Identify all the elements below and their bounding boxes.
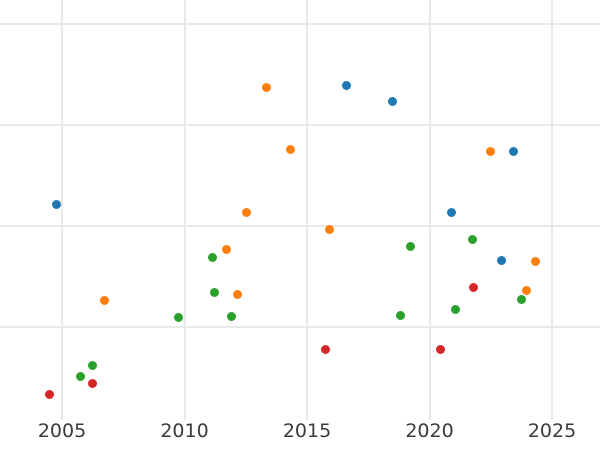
data-point-blue — [387, 96, 397, 106]
x-tick-label: 2005 — [37, 420, 87, 442]
data-point-red — [320, 344, 330, 354]
gridline-horizontal — [0, 124, 600, 126]
gridline-horizontal — [0, 326, 600, 328]
data-point-orange — [99, 295, 109, 305]
data-point-blue — [51, 199, 61, 209]
gridline-vertical — [306, 0, 308, 420]
data-point-orange — [232, 289, 242, 299]
data-point-green — [173, 312, 183, 322]
data-point-red — [87, 378, 97, 388]
data-point-green — [450, 304, 460, 314]
data-point-green — [467, 234, 477, 244]
data-point-blue — [341, 80, 351, 90]
gridline-horizontal — [0, 225, 600, 227]
data-point-red — [44, 389, 54, 399]
data-point-orange — [241, 207, 251, 217]
gridline-horizontal — [0, 23, 600, 25]
data-point-orange — [485, 146, 495, 156]
data-point-blue — [508, 146, 518, 156]
x-tick-label: 2025 — [527, 420, 577, 442]
data-point-red — [468, 282, 478, 292]
data-point-green — [87, 360, 97, 370]
gridline-vertical — [428, 0, 431, 420]
data-point-orange — [530, 256, 540, 266]
data-point-green — [405, 241, 415, 251]
data-point-green — [207, 252, 217, 262]
data-point-orange — [285, 144, 295, 154]
data-point-green — [75, 371, 85, 381]
data-point-blue — [496, 255, 506, 265]
x-tick-label: 2020 — [405, 420, 454, 442]
data-point-green — [516, 294, 526, 304]
x-tick-label: 2010 — [160, 420, 209, 442]
data-point-orange — [261, 82, 271, 92]
data-point-green — [226, 311, 236, 321]
data-point-orange — [221, 244, 231, 254]
x-tick-label: 2015 — [282, 420, 332, 442]
gridline-vertical — [551, 0, 553, 420]
data-point-orange — [324, 224, 334, 234]
data-point-orange — [521, 285, 531, 295]
data-point-green — [209, 287, 219, 297]
gridline-vertical — [61, 0, 63, 420]
gridline-vertical — [183, 0, 186, 420]
data-point-blue — [446, 207, 456, 217]
data-point-red — [435, 344, 445, 354]
data-point-green — [395, 310, 405, 320]
